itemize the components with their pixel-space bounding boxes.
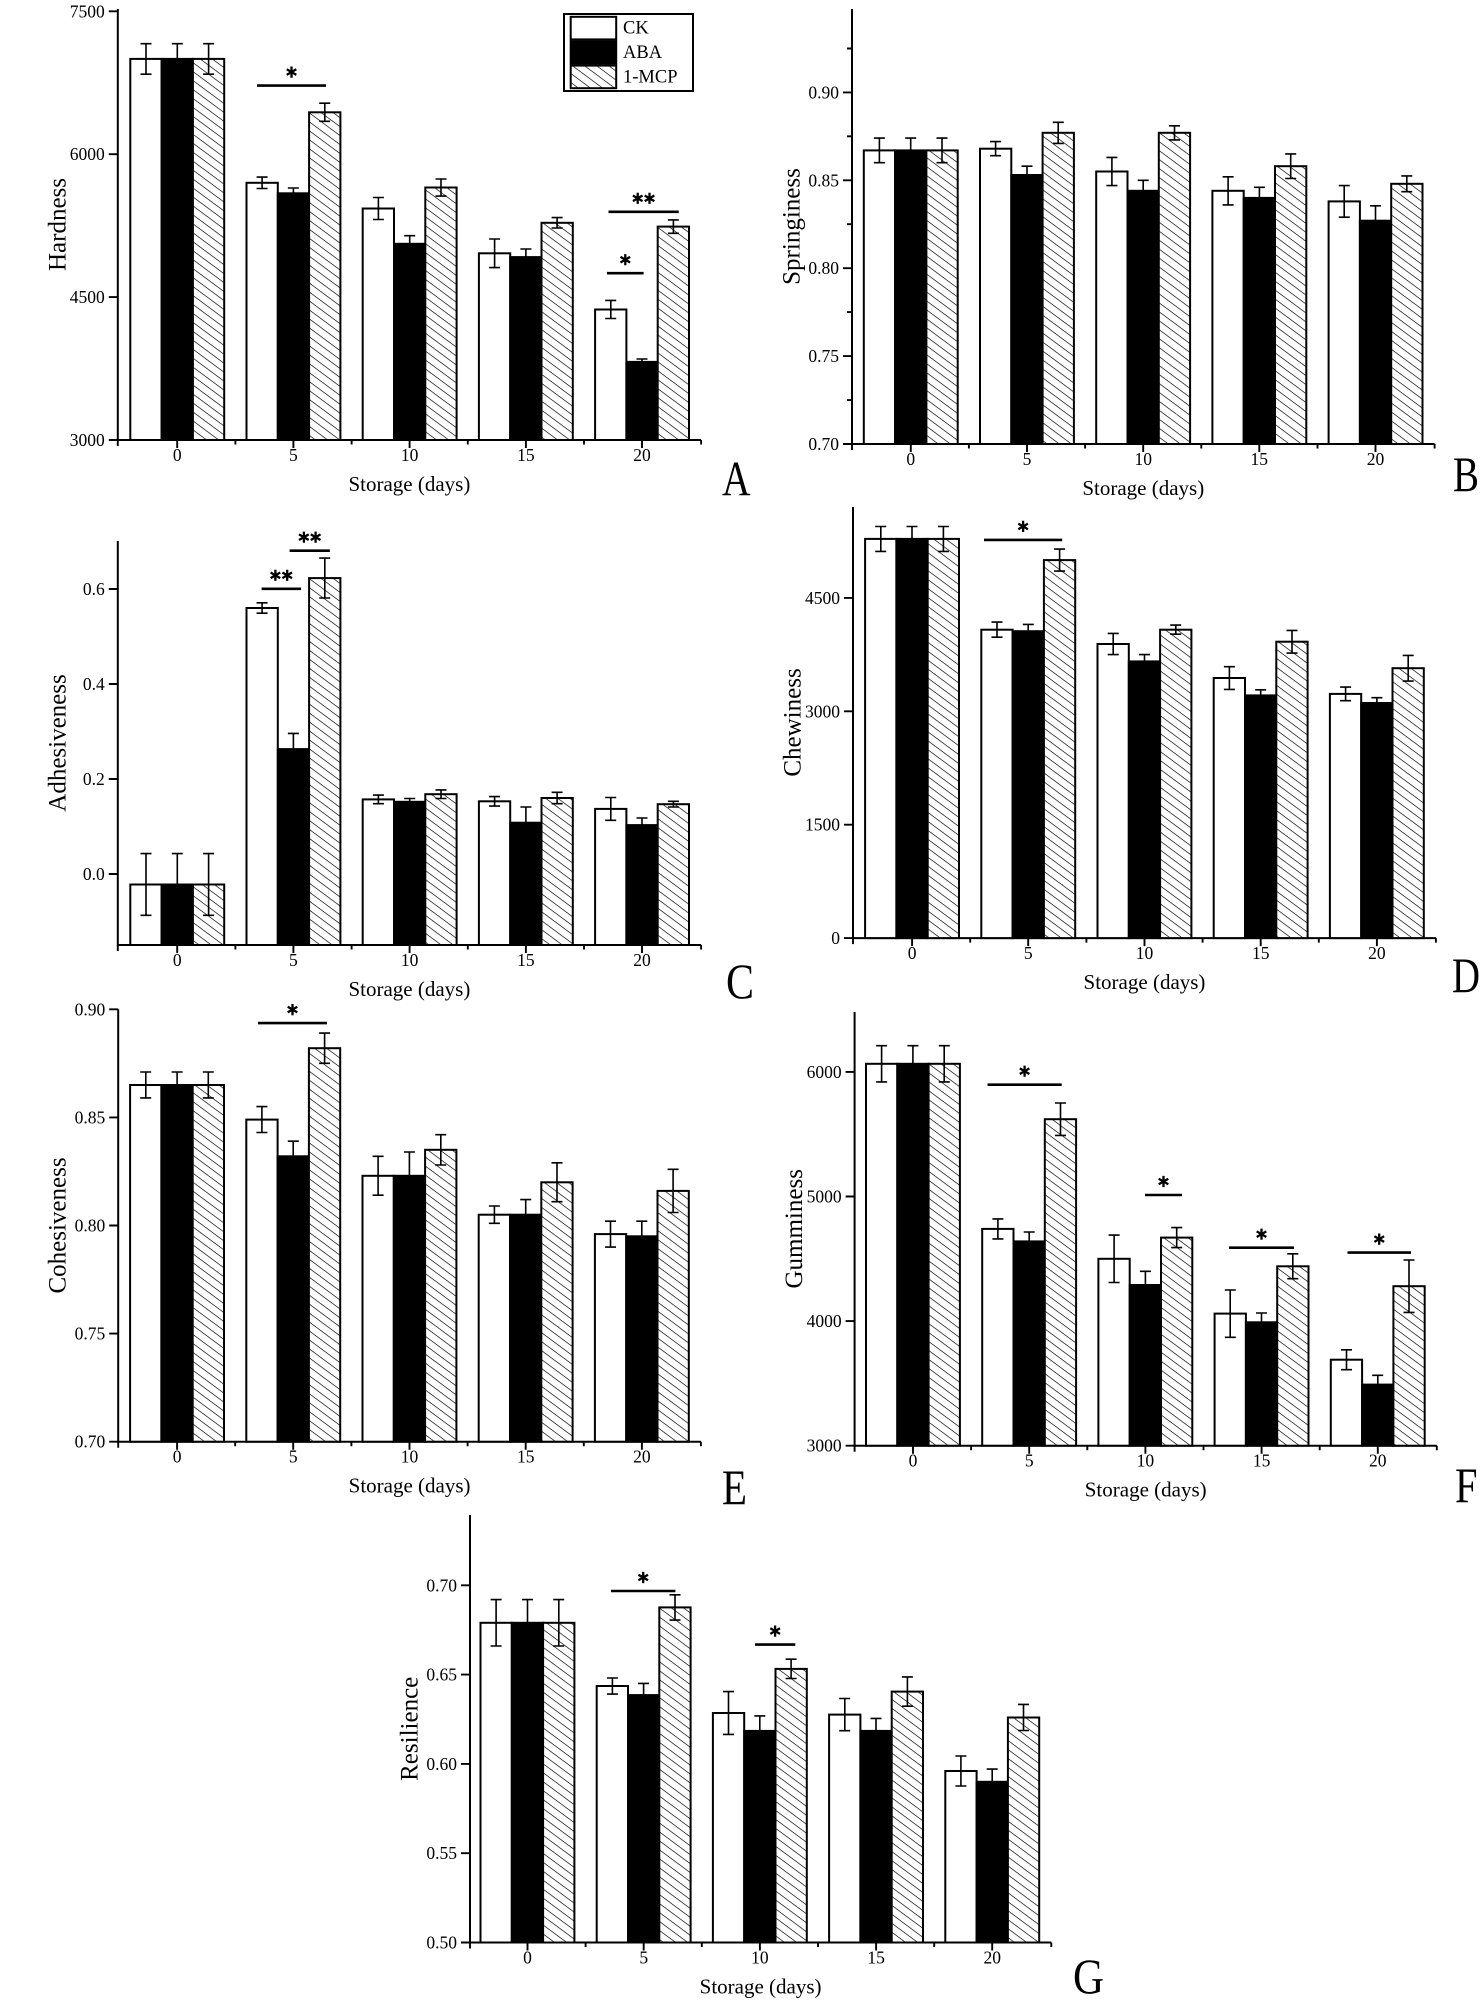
svg-text:0.75: 0.75 — [808, 346, 839, 366]
svg-text:6000: 6000 — [70, 144, 105, 164]
svg-text:20: 20 — [1367, 449, 1385, 469]
svg-text:5000: 5000 — [807, 1187, 842, 1207]
svg-text:0.80: 0.80 — [75, 1216, 106, 1236]
svg-text:Cohesiveness: Cohesiveness — [45, 1157, 72, 1293]
svg-text:0: 0 — [831, 928, 840, 948]
svg-text:20: 20 — [1368, 943, 1386, 963]
svg-text:0: 0 — [906, 449, 915, 469]
svg-text:6000: 6000 — [807, 1062, 842, 1082]
svg-text:20: 20 — [983, 1948, 1001, 1968]
svg-text:Storage (days): Storage (days) — [1084, 970, 1206, 994]
svg-text:20: 20 — [1369, 1451, 1387, 1471]
svg-text:10: 10 — [1137, 1451, 1155, 1471]
svg-text:5: 5 — [1023, 449, 1032, 469]
svg-text:0.65: 0.65 — [426, 1665, 457, 1685]
svg-text:15: 15 — [517, 1447, 535, 1467]
svg-text:ABA: ABA — [623, 43, 663, 63]
svg-text:15: 15 — [517, 445, 535, 465]
svg-text:5: 5 — [639, 1948, 648, 1968]
svg-text:0.90: 0.90 — [75, 999, 106, 1019]
svg-text:F: F — [1455, 1457, 1478, 1513]
svg-text:Hardness: Hardness — [44, 178, 71, 271]
svg-text:Springiness: Springiness — [779, 168, 806, 285]
svg-text:0.70: 0.70 — [808, 434, 839, 454]
svg-text:D: D — [1452, 947, 1480, 1003]
svg-text:Storage (days): Storage (days) — [348, 977, 470, 1001]
svg-text:3000: 3000 — [805, 701, 840, 721]
svg-text:0: 0 — [909, 1451, 918, 1471]
svg-text:7500: 7500 — [70, 1, 105, 21]
svg-text:0: 0 — [523, 1948, 532, 1968]
svg-text:0.75: 0.75 — [75, 1324, 106, 1344]
svg-text:3000: 3000 — [70, 430, 105, 450]
svg-text:Chewiness: Chewiness — [780, 668, 807, 776]
svg-text:15: 15 — [867, 1948, 885, 1968]
svg-text:15: 15 — [517, 950, 535, 970]
svg-text:10: 10 — [401, 445, 419, 465]
svg-text:1500: 1500 — [805, 815, 840, 835]
svg-text:0.70: 0.70 — [426, 1575, 457, 1595]
svg-text:0.70: 0.70 — [75, 1432, 106, 1452]
svg-text:15: 15 — [1252, 943, 1270, 963]
svg-text:10: 10 — [1136, 943, 1154, 963]
svg-text:0.2: 0.2 — [83, 769, 105, 789]
svg-text:0.60: 0.60 — [426, 1754, 457, 1774]
svg-text:Storage (days): Storage (days) — [1082, 476, 1204, 500]
svg-text:20: 20 — [633, 1447, 651, 1467]
svg-text:5: 5 — [289, 950, 298, 970]
svg-text:10: 10 — [751, 1948, 769, 1968]
svg-text:0.50: 0.50 — [426, 1933, 457, 1953]
svg-text:5: 5 — [1025, 1451, 1034, 1471]
svg-text:15: 15 — [1253, 1451, 1271, 1471]
svg-text:Storage (days): Storage (days) — [349, 1474, 471, 1498]
svg-text:0: 0 — [908, 943, 917, 963]
svg-text:5: 5 — [1024, 943, 1033, 963]
svg-text:15: 15 — [1251, 449, 1269, 469]
svg-text:G: G — [1073, 1948, 1104, 2000]
svg-text:10: 10 — [401, 1447, 419, 1467]
svg-text:4500: 4500 — [70, 287, 105, 307]
svg-text:0.4: 0.4 — [83, 674, 105, 694]
svg-text:0: 0 — [173, 1447, 182, 1467]
svg-text:0: 0 — [173, 950, 182, 970]
svg-text:0.55: 0.55 — [426, 1843, 457, 1863]
svg-text:0.6: 0.6 — [83, 579, 105, 599]
svg-text:E: E — [722, 1459, 747, 1515]
svg-text:Adhesiveness: Adhesiveness — [44, 674, 71, 811]
svg-text:Gumminess: Gumminess — [781, 1169, 808, 1288]
svg-text:4000: 4000 — [807, 1311, 842, 1331]
svg-text:20: 20 — [633, 445, 651, 465]
svg-text:Storage (days): Storage (days) — [348, 472, 470, 496]
svg-text:4500: 4500 — [805, 588, 840, 608]
svg-text:B: B — [1453, 446, 1479, 502]
svg-text:0.90: 0.90 — [808, 82, 839, 102]
svg-text:0.85: 0.85 — [808, 170, 839, 190]
svg-text:1-MCP: 1-MCP — [623, 67, 678, 87]
svg-text:0.80: 0.80 — [808, 258, 839, 278]
svg-text:Storage (days): Storage (days) — [1085, 1478, 1207, 1502]
svg-text:A: A — [722, 451, 751, 507]
svg-text:C: C — [726, 953, 754, 1009]
svg-text:20: 20 — [633, 950, 651, 970]
svg-text:Resilience: Resilience — [397, 1677, 424, 1781]
svg-text:3000: 3000 — [807, 1436, 842, 1456]
svg-text:5: 5 — [289, 1447, 298, 1467]
svg-text:0.85: 0.85 — [75, 1107, 106, 1127]
svg-text:10: 10 — [1134, 449, 1152, 469]
svg-text:10: 10 — [401, 950, 419, 970]
svg-text:CK: CK — [623, 19, 649, 39]
svg-text:0: 0 — [173, 445, 182, 465]
svg-text:0.0: 0.0 — [83, 864, 105, 884]
svg-text:Storage (days): Storage (days) — [700, 1975, 822, 1999]
svg-text:5: 5 — [289, 445, 298, 465]
